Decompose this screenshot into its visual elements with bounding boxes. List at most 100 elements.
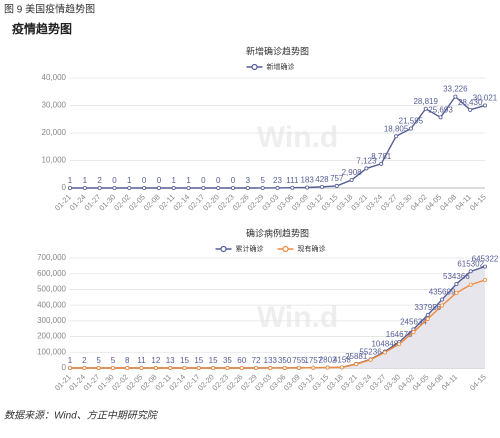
data-label: 133 bbox=[264, 356, 278, 365]
watermark: Win.d bbox=[257, 121, 338, 154]
data-label: 164678 bbox=[386, 330, 413, 339]
data-label: 0 bbox=[112, 176, 117, 185]
y-tick-label: 700,000 bbox=[37, 253, 66, 262]
point bbox=[305, 185, 310, 190]
point bbox=[438, 115, 443, 120]
point bbox=[282, 365, 287, 370]
point bbox=[379, 161, 384, 166]
watermark: Win.d bbox=[257, 301, 338, 334]
data-label: 72 bbox=[252, 356, 261, 365]
y-tick-label: 30,000 bbox=[42, 101, 67, 110]
data-label: 12 bbox=[151, 356, 160, 365]
y-tick-label: 0 bbox=[62, 183, 67, 192]
data-label: 1 bbox=[68, 176, 73, 185]
point bbox=[453, 94, 458, 99]
x-tick-label: 04-08 bbox=[438, 192, 458, 212]
point bbox=[296, 365, 301, 370]
data-label: 13 bbox=[166, 356, 175, 365]
y-tick-label: 200,000 bbox=[37, 332, 66, 341]
data-label: 11 bbox=[137, 356, 146, 365]
point bbox=[440, 303, 445, 308]
point bbox=[325, 365, 330, 370]
point bbox=[182, 365, 187, 370]
point bbox=[354, 362, 359, 367]
data-label: 111 bbox=[286, 176, 299, 185]
heading: 疫情趋势图 bbox=[12, 21, 72, 36]
point bbox=[68, 185, 73, 190]
data-label: 23 bbox=[273, 176, 282, 185]
data-label: 30,021 bbox=[473, 94, 498, 103]
data-label: 428 bbox=[315, 175, 329, 184]
y-tick-label: 0 bbox=[62, 363, 67, 372]
point bbox=[216, 185, 221, 190]
caption: 图 9 美国疫情趋势图 bbox=[4, 3, 95, 16]
data-label: 183 bbox=[300, 176, 314, 185]
data-label: 60 bbox=[237, 356, 246, 365]
point bbox=[482, 264, 487, 269]
data-label: 1 bbox=[83, 176, 88, 185]
data-label: 757 bbox=[330, 174, 344, 183]
point bbox=[139, 365, 144, 370]
data-label: 2,908 bbox=[342, 168, 363, 177]
point bbox=[290, 185, 295, 190]
data-label: 755 bbox=[292, 356, 306, 365]
data-label: 25881 bbox=[345, 352, 368, 361]
data-label: 5 bbox=[96, 356, 101, 365]
point bbox=[153, 365, 158, 370]
legend-label: 累计确诊 bbox=[236, 244, 264, 253]
point bbox=[311, 365, 316, 370]
data-label: 15 bbox=[194, 356, 203, 365]
data-label: 28,430 bbox=[458, 98, 483, 107]
point bbox=[171, 185, 176, 190]
data-label: 25,693 bbox=[428, 105, 453, 114]
point bbox=[68, 365, 73, 370]
data-label: 1 bbox=[127, 176, 132, 185]
y-tick-label: 400,000 bbox=[37, 300, 66, 309]
data-label: 28,819 bbox=[413, 97, 438, 106]
data-label: 2 bbox=[82, 356, 87, 365]
x-tick-label: 04-15 bbox=[468, 192, 488, 212]
source: 数据来源：Wind、方正中期研究院 bbox=[4, 410, 159, 422]
data-label: 15 bbox=[209, 356, 218, 365]
data-label: 5 bbox=[111, 356, 116, 365]
point bbox=[225, 365, 230, 370]
point bbox=[82, 185, 87, 190]
data-label: 1 bbox=[172, 176, 177, 185]
point bbox=[110, 365, 115, 370]
data-label: 2802 bbox=[319, 356, 337, 365]
y-tick-label: 500,000 bbox=[37, 285, 66, 294]
point bbox=[142, 185, 147, 190]
point bbox=[82, 365, 87, 370]
legend-marker bbox=[282, 245, 289, 253]
point bbox=[112, 185, 117, 190]
point bbox=[382, 350, 387, 355]
point bbox=[482, 103, 487, 108]
point bbox=[245, 185, 250, 190]
data-label: 55236 bbox=[359, 347, 382, 356]
point bbox=[254, 365, 259, 370]
y-tick-label: 100,000 bbox=[37, 347, 66, 356]
legend-label: 新增确诊 bbox=[267, 62, 295, 71]
x-tick-label: 04-15 bbox=[468, 372, 488, 392]
point bbox=[239, 365, 244, 370]
data-label: 21,595 bbox=[399, 117, 424, 126]
point bbox=[186, 185, 191, 190]
data-label: 337956 bbox=[414, 303, 441, 312]
data-label: 645322 bbox=[472, 255, 499, 264]
area bbox=[70, 266, 485, 368]
data-label: 8 bbox=[125, 356, 130, 365]
y-tick-label: 20,000 bbox=[42, 128, 67, 137]
data-label: 4158 bbox=[333, 355, 351, 364]
x-tick-label: 04-11 bbox=[440, 372, 460, 392]
point bbox=[260, 185, 265, 190]
point bbox=[231, 185, 236, 190]
data-label: 8,781 bbox=[371, 152, 392, 161]
line bbox=[70, 279, 486, 369]
data-label: 7,123 bbox=[356, 157, 377, 166]
y-tick-label: 300,000 bbox=[37, 316, 66, 325]
point bbox=[125, 365, 130, 370]
point bbox=[364, 166, 369, 171]
legend-marker bbox=[220, 245, 227, 253]
point bbox=[397, 342, 402, 347]
point bbox=[96, 365, 101, 370]
